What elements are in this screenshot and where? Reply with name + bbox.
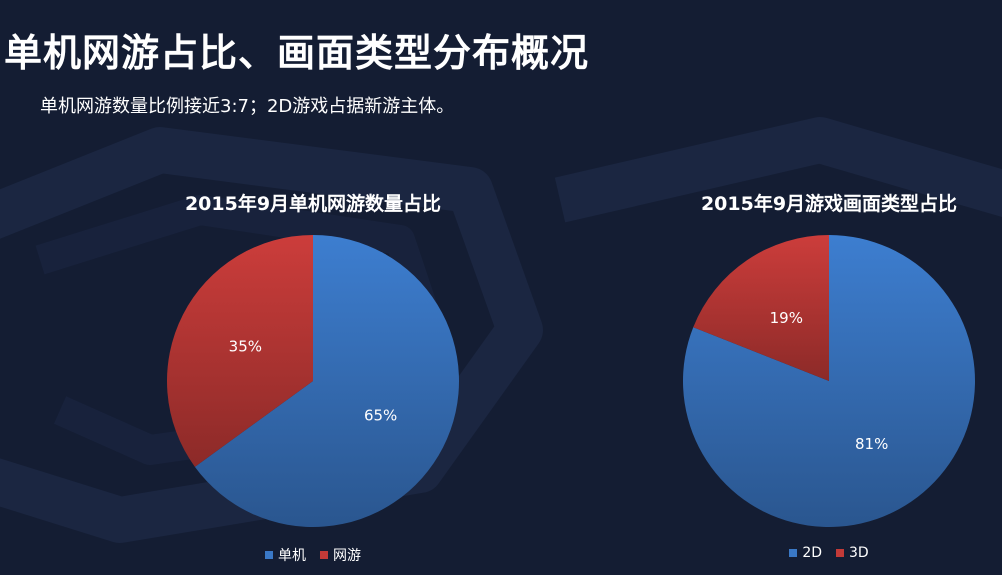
pie-plot: 81% 19% bbox=[683, 235, 975, 527]
pie-slice-1 bbox=[194, 235, 459, 527]
chart-title: 2015年9月单机网游数量占比 bbox=[184, 193, 442, 215]
pie-plot: 65% 35% bbox=[167, 235, 459, 527]
pie-chart-graphics-type: 81% 19% 2015年9月游戏画面类型占比 2D 3D bbox=[619, 180, 1002, 575]
pie-slice-2 bbox=[167, 235, 313, 467]
legend-swatch-3d bbox=[836, 549, 844, 557]
legend: 2D 3D bbox=[619, 545, 1002, 561]
legend-label: 3D bbox=[849, 545, 869, 561]
page-subtitle: 单机网游数量比例接近3:7；2D游戏占据新游主体。 bbox=[40, 96, 455, 117]
legend-item-online: 网游 bbox=[320, 545, 361, 565]
legend-item-3d: 3D bbox=[836, 545, 869, 561]
chart-title: 2015年9月游戏画面类型占比 bbox=[700, 193, 958, 215]
legend-item-2d: 2D bbox=[789, 545, 822, 561]
legend-label: 2D bbox=[802, 545, 822, 561]
legend-item-standalone: 单机 bbox=[265, 545, 306, 565]
data-label: 65% bbox=[364, 406, 397, 424]
legend-label: 单机 bbox=[278, 548, 306, 564]
data-label: 35% bbox=[229, 338, 262, 356]
data-label: 81% bbox=[855, 435, 888, 453]
legend: 单机 网游 bbox=[103, 545, 523, 565]
data-label: 19% bbox=[770, 309, 803, 327]
legend-swatch-standalone bbox=[265, 551, 273, 559]
legend-swatch-online bbox=[320, 551, 328, 559]
pie-chart-online-offline: 65% 35% 2015年9月单机网游数量占比 单机 网游 bbox=[103, 180, 523, 575]
pie-slice-2 bbox=[693, 235, 829, 381]
legend-label: 网游 bbox=[333, 548, 361, 564]
page-title: 单机网游占比、画面类型分布概况 bbox=[4, 31, 590, 75]
legend-swatch-2d bbox=[789, 549, 798, 557]
